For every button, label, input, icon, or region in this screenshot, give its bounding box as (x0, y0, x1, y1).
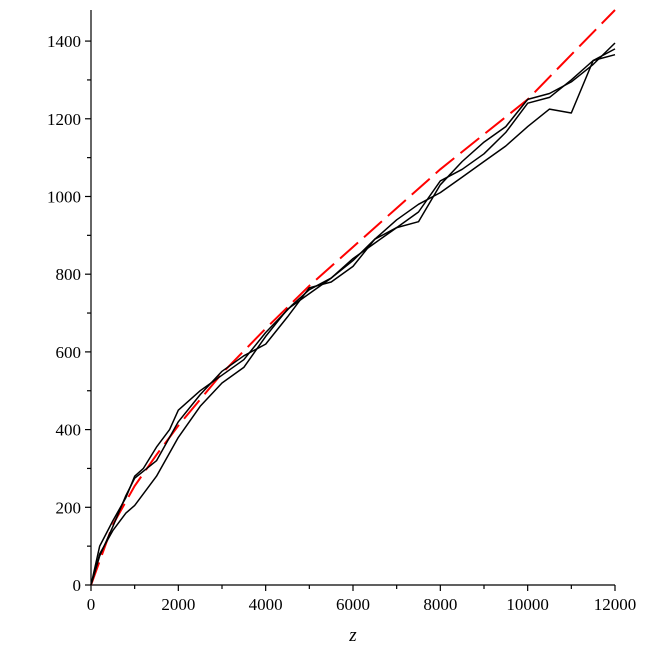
x-tick-label: 8000 (423, 595, 457, 614)
sample-path-3 (90, 48, 616, 586)
y-ticks: 0 200 400 600 800 1000 1200 1400 (47, 32, 91, 595)
series-layer (90, 9, 616, 586)
y-tick-label: 600 (56, 343, 82, 362)
x-tick-label: 0 (87, 595, 96, 614)
x-tick-label: 2000 (161, 595, 195, 614)
x-axis-label: z (348, 625, 357, 646)
x-tick-label: 4000 (249, 595, 283, 614)
axes: 0 2000 4000 6000 8000 10000 12000 0 200 400 600 80… (47, 10, 636, 614)
y-tick-label: 0 (73, 576, 82, 595)
y-tick-label: 400 (56, 421, 82, 440)
y-tick-label: 1400 (47, 32, 81, 51)
y-tick-label: 200 (56, 498, 82, 517)
sample-path-1 (90, 42, 616, 586)
x-tick-label: 12000 (594, 595, 637, 614)
x-tick-label: 6000 (336, 595, 370, 614)
x-tick-label: 10000 (506, 595, 549, 614)
y-tick-label: 1000 (47, 187, 81, 206)
y-tick-label: 800 (56, 265, 82, 284)
sample-path-2 (90, 53, 616, 586)
y-tick-label: 1200 (47, 110, 81, 129)
reference-curve-0 (90, 9, 616, 586)
x-ticks: 0 2000 4000 6000 8000 10000 12000 (87, 585, 637, 614)
